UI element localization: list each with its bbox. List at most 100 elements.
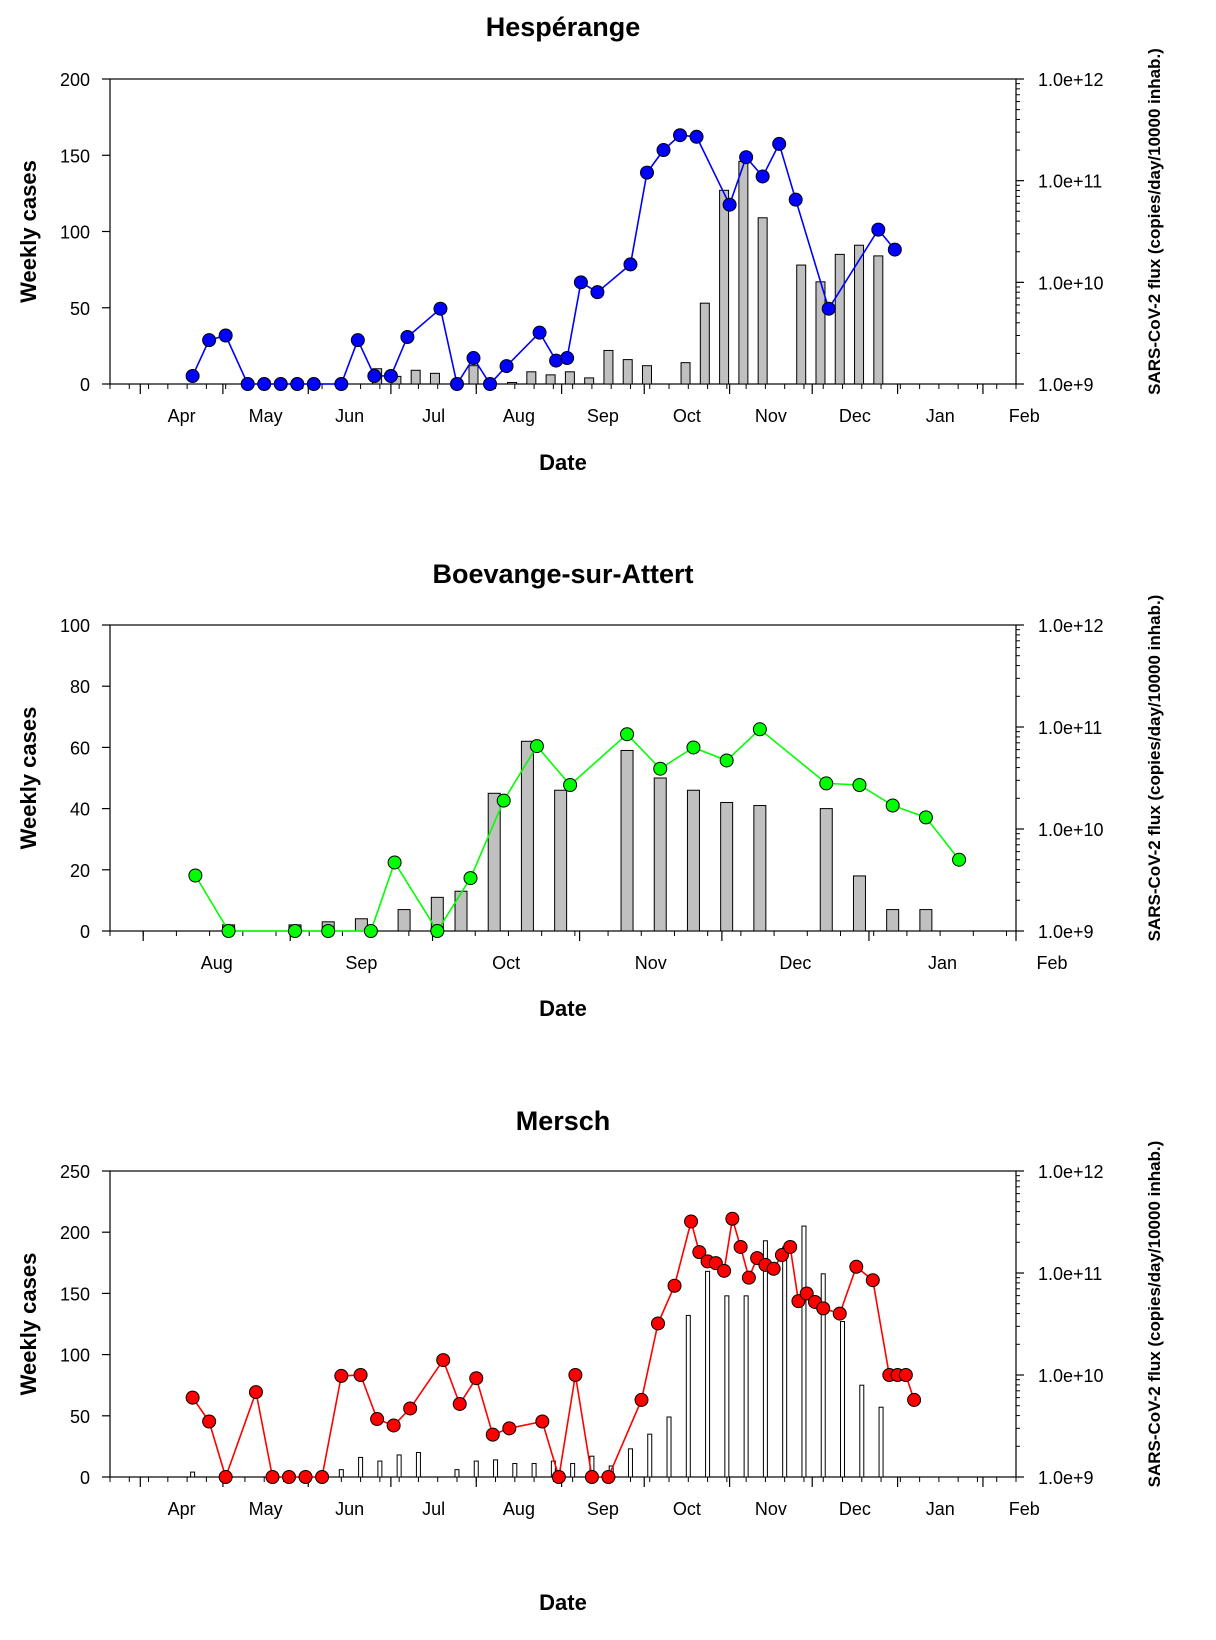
x-axis-title: Date <box>539 450 587 475</box>
bar <box>753 805 767 932</box>
flux-point <box>281 1470 296 1484</box>
flux-point <box>752 722 767 737</box>
bar <box>782 1246 788 1478</box>
bar <box>647 1433 653 1478</box>
flux-point <box>739 150 754 165</box>
flux-point <box>466 351 481 366</box>
bar <box>854 244 865 385</box>
flux-point <box>452 1396 467 1411</box>
bar <box>705 1270 711 1478</box>
y-tick-label: 50 <box>70 1407 90 1427</box>
bar <box>520 740 534 932</box>
x-tick-label: Feb <box>1036 953 1067 973</box>
flux-point <box>620 727 635 742</box>
flux-point <box>692 1245 707 1260</box>
bar <box>415 1452 421 1478</box>
bar <box>641 365 652 385</box>
flux-point <box>918 810 933 825</box>
flux-point <box>248 1385 263 1400</box>
bar <box>834 253 845 385</box>
flux-point <box>832 1306 847 1321</box>
bar <box>878 1406 884 1478</box>
flux-point <box>885 798 900 813</box>
bar <box>666 1416 672 1478</box>
x-tick-label: Jan <box>928 953 957 973</box>
x-tick-label: Apr <box>168 406 196 426</box>
bar <box>815 281 826 385</box>
flux-point <box>430 924 445 938</box>
flux-point <box>821 301 836 316</box>
y2-tick-label: 1.0e+11 <box>1038 172 1102 192</box>
flux-point <box>350 333 365 348</box>
flux-point <box>907 1392 922 1407</box>
y-tick-label: 250 <box>60 1162 90 1182</box>
bar <box>397 909 411 932</box>
flux-point <box>656 143 671 158</box>
bar <box>507 381 518 385</box>
flux-point <box>601 1470 616 1484</box>
y-tick-label: 100 <box>60 223 90 243</box>
bar <box>820 1273 826 1478</box>
flux-point <box>433 301 448 316</box>
bar <box>377 1460 383 1478</box>
flux-point <box>722 197 737 212</box>
chart-panel-2: Boevange-sur-Attert 0 20 40 60 80 100 1.0e+9 1.0… <box>16 559 1164 1021</box>
x-tick-label: Oct <box>673 406 701 426</box>
flux-point <box>590 285 605 300</box>
x-tick-label: Feb <box>1009 406 1040 426</box>
flux-point <box>551 1470 566 1484</box>
flux-point <box>684 1214 699 1229</box>
flux-point <box>871 222 886 237</box>
y2-tick-label: 1.0e+11 <box>1038 718 1102 738</box>
bar <box>852 875 866 932</box>
flux-point <box>306 377 321 391</box>
y-tick-label: 0 <box>80 375 90 395</box>
bar <box>919 909 933 932</box>
bar <box>338 1469 344 1478</box>
y2-tick-label: 1.0e+12 <box>1038 1162 1104 1182</box>
x-tick-label: Dec <box>779 953 811 973</box>
flux-point <box>529 739 544 754</box>
flux-line <box>191 134 896 387</box>
flux-point <box>334 377 349 391</box>
flux-point <box>386 1418 401 1433</box>
flux-point <box>733 1239 748 1254</box>
flux-point <box>639 165 654 180</box>
x-tick-label: Jan <box>926 406 955 426</box>
flux-point <box>819 776 834 791</box>
flux-point <box>755 169 770 184</box>
x-tick-label: Aug <box>503 406 535 426</box>
flux-point <box>573 275 588 290</box>
flux-point <box>353 1368 368 1382</box>
bar <box>512 1463 518 1478</box>
bar <box>526 371 537 385</box>
flux-point <box>686 740 701 755</box>
flux-point <box>363 924 378 938</box>
x-tick-label: Jun <box>335 406 364 426</box>
y-tick-label: 150 <box>60 146 90 166</box>
y2-axis-title: SARS-CoV-2 flux (copies/day/10000 inhab.… <box>1145 595 1164 942</box>
flux-point <box>799 1286 814 1301</box>
flux-point <box>673 128 688 143</box>
bar <box>840 1321 846 1478</box>
y-axis-title: Weekly cases <box>16 1253 41 1396</box>
y2-axis-title: SARS-CoV-2 flux (copies/day/10000 inhab.… <box>1145 48 1164 395</box>
x-tick-label: Sep <box>587 406 619 426</box>
x-tick-label: Jun <box>335 1499 364 1519</box>
chart-panel-1: Hespérange 0 50 100 150 200 1.0e+9 1.0e+10 1.0e+… <box>16 12 1164 475</box>
flux-point <box>387 855 402 870</box>
flux-point <box>852 778 867 793</box>
y2-tick-label: 1.0e+11 <box>1038 1264 1102 1284</box>
flux-point <box>463 871 478 886</box>
flux-point <box>898 1368 913 1382</box>
flux-point <box>766 1261 781 1276</box>
x-tick-label: Jul <box>422 406 445 426</box>
flux-point <box>584 1470 599 1484</box>
x-tick-label: Aug <box>201 953 233 973</box>
flux-point <box>469 1371 484 1386</box>
flux-point <box>502 1421 517 1436</box>
bar <box>873 255 884 385</box>
flux-point <box>370 1412 385 1427</box>
